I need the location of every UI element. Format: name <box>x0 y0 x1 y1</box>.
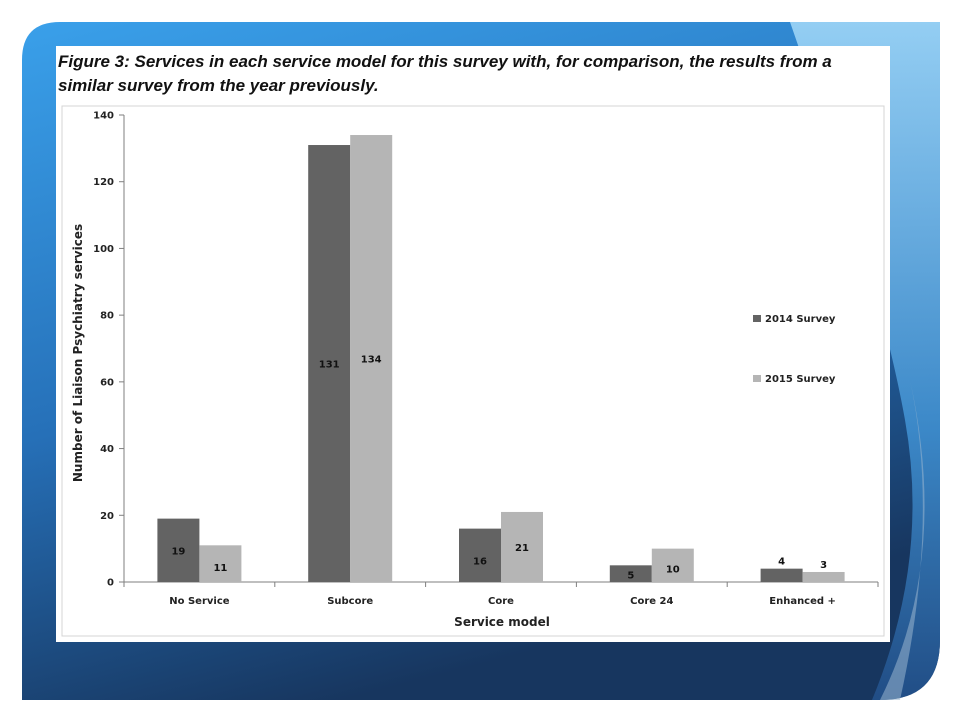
legend-entry: 2014 Survey <box>765 314 836 325</box>
bar-2015-survey <box>350 135 393 582</box>
slide-right-shade <box>880 380 925 700</box>
x-category-label: Core <box>488 596 514 607</box>
x-category-label: Subcore <box>327 596 373 607</box>
legend-entry: 2015 Survey <box>765 374 836 385</box>
legend-swatch <box>753 315 761 322</box>
x-category-label: Enhanced + <box>769 596 836 607</box>
bar-2015-survey <box>501 511 543 582</box>
slide-right-chevron <box>790 22 940 700</box>
chart-data-labels: 19 11 131 134 16 21 5 10 4 3 <box>171 355 827 582</box>
bar-2014-survey <box>459 528 501 582</box>
data-label: 134 <box>361 355 382 366</box>
bar-2014-survey <box>609 565 652 582</box>
data-label: 131 <box>319 360 340 371</box>
bar-2014-survey <box>760 568 803 582</box>
y-tick-label: 60 <box>100 377 114 388</box>
bar-2015-survey <box>802 571 845 582</box>
y-tick-label: 120 <box>93 177 114 188</box>
legend-swatch <box>753 375 761 382</box>
data-label: 10 <box>666 564 680 575</box>
bar-chart: 0 20 40 60 80 100 120 140 No Service Subcore Core C… <box>61 105 885 637</box>
figure-panel: Figure 3: Services in each service model… <box>56 46 890 642</box>
x-axis-title: Service model <box>454 615 550 629</box>
chart-axes: 0 20 40 60 80 100 120 140 No Service Subcore Core C… <box>93 111 879 607</box>
data-label: 4 <box>778 557 785 568</box>
bar-2015-survey <box>651 548 694 582</box>
bar-2015-survey <box>199 545 242 582</box>
figure-title: Figure 3: Services in each service model… <box>58 52 832 95</box>
data-label: 5 <box>627 571 634 582</box>
data-label: 16 <box>473 557 487 568</box>
y-tick-label: 100 <box>93 244 114 255</box>
bar-2014-survey <box>308 145 351 582</box>
data-label: 21 <box>515 543 529 554</box>
chart-legend: 2014 Survey 2015 Survey <box>753 314 836 385</box>
x-category-label: No Service <box>169 596 230 607</box>
y-tick-label: 80 <box>100 311 114 322</box>
y-axis-title: Number of Liaison Psychiatry services <box>71 224 85 482</box>
y-tick-label: 40 <box>100 444 114 455</box>
data-label: 3 <box>820 560 827 571</box>
y-tick-label: 140 <box>93 111 114 122</box>
bar-2014-survey <box>157 518 200 582</box>
chart-bars <box>157 135 845 582</box>
y-tick-label: 0 <box>107 578 114 589</box>
data-label: 11 <box>213 563 227 574</box>
x-category-label: Core 24 <box>630 596 673 607</box>
data-label: 19 <box>171 546 185 557</box>
y-tick-label: 20 <box>100 511 114 522</box>
